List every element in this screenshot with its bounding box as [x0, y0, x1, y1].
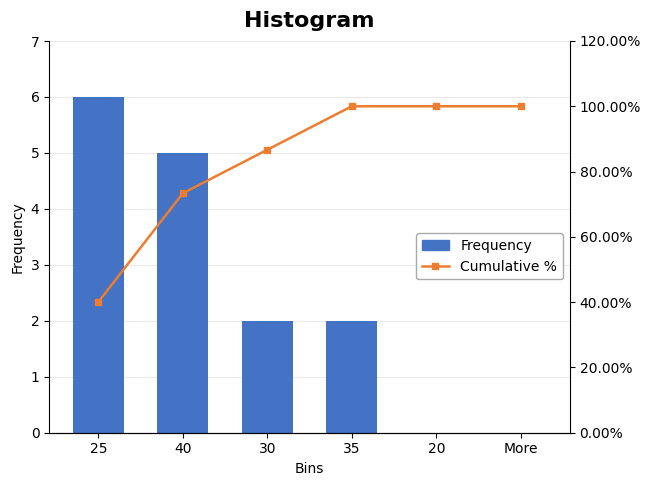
X-axis label: Bins: Bins [295, 462, 324, 476]
Legend: Frequency, Cumulative %: Frequency, Cumulative % [416, 233, 563, 280]
Y-axis label: Frequency: Frequency [11, 201, 25, 273]
Title: Histogram: Histogram [244, 11, 375, 31]
Bar [157, 153, 208, 432]
Bar [242, 321, 293, 432]
Bar [327, 321, 377, 432]
Bar [73, 97, 124, 432]
